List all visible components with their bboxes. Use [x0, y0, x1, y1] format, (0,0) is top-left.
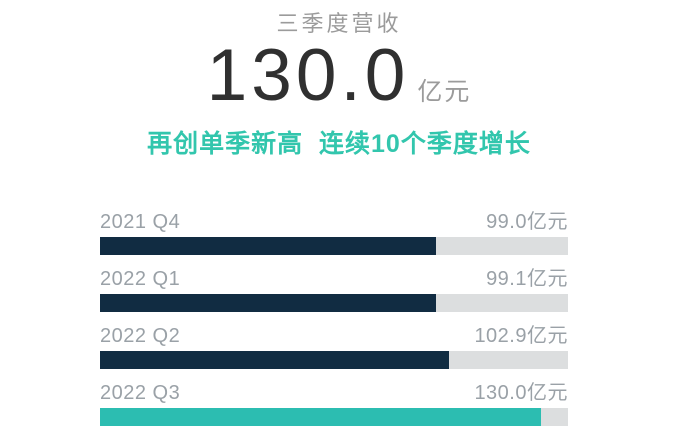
- bar-label-line: 2021 Q4 99.0亿元: [100, 211, 568, 233]
- bar-category-label: 2022 Q3: [100, 382, 181, 404]
- bar-category-label: 2022 Q1: [100, 268, 181, 290]
- header: 三季度营收 130.0 亿元 再创单季新高 连续10个季度增长: [0, 0, 678, 160]
- bar-row: 2022 Q1 99.1亿元: [100, 268, 568, 312]
- bar-value-label: 99.1亿元: [486, 268, 568, 290]
- headline-figure: 130.0 亿元: [0, 35, 678, 116]
- headline-unit: 亿元: [417, 78, 472, 107]
- bar-track: [100, 294, 568, 312]
- bar-track: [100, 237, 568, 255]
- bar-row: 2022 Q2 102.9亿元: [100, 325, 568, 369]
- bar-fill: [100, 351, 450, 369]
- subtitle: 再创单季新高 连续10个季度增长: [147, 130, 531, 159]
- bar-row: 2022 Q3 130.0亿元: [100, 382, 568, 426]
- bar-value-label: 130.0亿元: [474, 382, 568, 404]
- bar-value-label: 99.0亿元: [486, 211, 568, 233]
- bar-track: [100, 351, 568, 369]
- bar-chart: 2021 Q4 99.0亿元 2022 Q1 99.1亿元 2022 Q2 102.9亿元…: [100, 211, 568, 426]
- bar-track: [100, 408, 568, 426]
- bar-label-line: 2022 Q1 99.1亿元: [100, 268, 568, 290]
- bar-label-line: 2022 Q3 130.0亿元: [100, 382, 568, 404]
- bar-fill-highlight: [100, 408, 541, 426]
- bar-category-label: 2022 Q2: [100, 325, 181, 347]
- bar-label-line: 2022 Q2 102.9亿元: [100, 325, 568, 347]
- bar-fill: [100, 294, 437, 312]
- headline-value: 130.0: [206, 35, 410, 116]
- bar-row: 2021 Q4 99.0亿元: [100, 211, 568, 255]
- bar-category-label: 2021 Q4: [100, 211, 181, 233]
- bar-fill: [100, 237, 436, 255]
- chart-title: 三季度营收: [276, 11, 402, 36]
- bar-value-label: 102.9亿元: [474, 325, 568, 347]
